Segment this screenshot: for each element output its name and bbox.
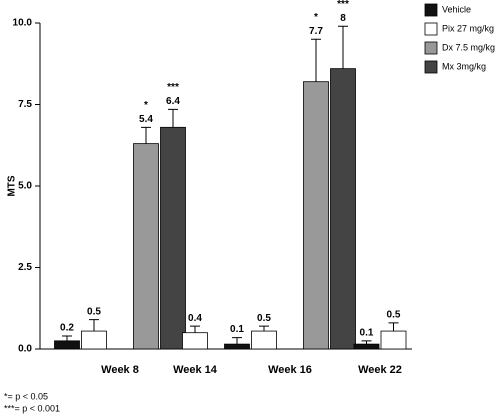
legend-swatch: [424, 41, 438, 55]
y-axis-label: MTS: [7, 175, 18, 196]
bar: [133, 143, 159, 350]
data-label: 0.5: [87, 306, 101, 317]
error-bar: [62, 335, 72, 341]
legend-swatch: [424, 60, 438, 74]
y-tick-label: 7.5: [18, 99, 32, 110]
legend-label: Vehicle: [442, 4, 471, 14]
data-label: 6.4: [166, 96, 180, 107]
x-tick-label: Week 22: [358, 364, 402, 376]
error-bar: [361, 340, 372, 345]
data-label: 0.2: [60, 323, 74, 334]
bar: [380, 330, 407, 350]
error-bar: [232, 337, 242, 345]
data-label: 0.1: [360, 327, 374, 338]
bar: [160, 126, 186, 350]
error-bar: [89, 319, 99, 332]
bar: [330, 68, 356, 350]
error-bar: [388, 322, 399, 332]
error-bar: [259, 325, 269, 332]
footnote: *= p < 0.05: [4, 391, 48, 401]
x-tick-label: Week 16: [268, 364, 312, 376]
x-tick-label: Week 8: [101, 364, 139, 376]
significance-mark: ***: [167, 82, 179, 93]
data-label: 0.1: [230, 324, 244, 335]
bar: [182, 332, 208, 350]
significance-mark: *: [314, 12, 318, 23]
footnote: ***= p < 0.001: [4, 403, 60, 413]
bar: [54, 340, 80, 350]
error-bar: [338, 25, 348, 69]
bar: [224, 343, 250, 350]
data-label: 0.4: [188, 313, 202, 324]
y-tick-label: 2.5: [18, 262, 32, 273]
data-label: 0.5: [257, 313, 271, 324]
y-tick-label: 0.0: [18, 344, 32, 355]
error-bar: [168, 108, 178, 128]
y-tick-label: 5.0: [18, 181, 32, 192]
bar: [81, 330, 107, 350]
bar: [303, 81, 329, 350]
x-tick-label: Week 14: [173, 364, 218, 376]
legend-label: Mx 3mg/kg: [442, 61, 486, 71]
legend-label: Dx 7.5 mg/kg: [442, 42, 495, 52]
significance-mark: ***: [337, 0, 349, 10]
significance-mark: *: [144, 100, 148, 111]
legend-swatch: [424, 3, 438, 17]
bar: [353, 343, 380, 350]
error-bar: [141, 126, 151, 144]
data-label: 5.4: [139, 114, 153, 125]
legend-swatch: [424, 22, 438, 36]
data-label: 8: [340, 13, 346, 24]
bar: [251, 330, 277, 350]
error-bar: [311, 38, 321, 82]
data-label: 0.5: [387, 310, 401, 321]
error-bar: [190, 325, 200, 333]
data-label: 7.7: [309, 26, 323, 37]
legend-label: Pix 27 mg/kg: [442, 23, 494, 33]
y-tick-label: 10.0: [13, 18, 33, 29]
